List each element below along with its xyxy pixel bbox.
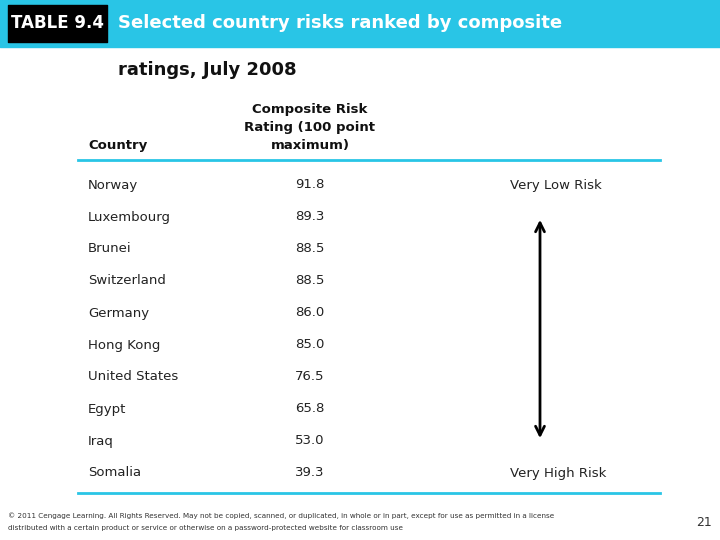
Text: Composite Risk: Composite Risk xyxy=(252,104,368,117)
Text: United States: United States xyxy=(88,370,179,383)
Text: Somalia: Somalia xyxy=(88,467,141,480)
Text: Very Low Risk: Very Low Risk xyxy=(510,179,602,192)
Text: Germany: Germany xyxy=(88,307,149,320)
Text: Iraq: Iraq xyxy=(88,435,114,448)
Text: Egypt: Egypt xyxy=(88,402,127,415)
Text: 89.3: 89.3 xyxy=(295,211,325,224)
Text: 86.0: 86.0 xyxy=(295,307,325,320)
Text: 53.0: 53.0 xyxy=(295,435,325,448)
Text: maximum): maximum) xyxy=(271,139,349,152)
Text: 88.5: 88.5 xyxy=(295,242,325,255)
Text: 65.8: 65.8 xyxy=(295,402,325,415)
Text: Switzerland: Switzerland xyxy=(88,274,166,287)
Text: Very High Risk: Very High Risk xyxy=(510,467,606,480)
Text: Hong Kong: Hong Kong xyxy=(88,339,161,352)
Text: © 2011 Cengage Learning. All Rights Reserved. May not be copied, scanned, or dup: © 2011 Cengage Learning. All Rights Rese… xyxy=(8,512,554,519)
Text: Selected country risks ranked by composite: Selected country risks ranked by composi… xyxy=(118,15,562,32)
Text: 88.5: 88.5 xyxy=(295,274,325,287)
Text: 91.8: 91.8 xyxy=(295,179,325,192)
Text: TABLE 9.4: TABLE 9.4 xyxy=(11,15,104,32)
Text: Norway: Norway xyxy=(88,179,138,192)
Text: Country: Country xyxy=(88,139,148,152)
Text: distributed with a certain product or service or otherwise on a password-protect: distributed with a certain product or se… xyxy=(8,525,403,531)
Text: Rating (100 point: Rating (100 point xyxy=(245,122,376,134)
Text: 21: 21 xyxy=(696,516,712,529)
Text: 85.0: 85.0 xyxy=(295,339,325,352)
Text: 76.5: 76.5 xyxy=(295,370,325,383)
Text: Brunei: Brunei xyxy=(88,242,132,255)
Text: Luxembourg: Luxembourg xyxy=(88,211,171,224)
Text: 39.3: 39.3 xyxy=(295,467,325,480)
Text: ratings, July 2008: ratings, July 2008 xyxy=(118,61,297,79)
